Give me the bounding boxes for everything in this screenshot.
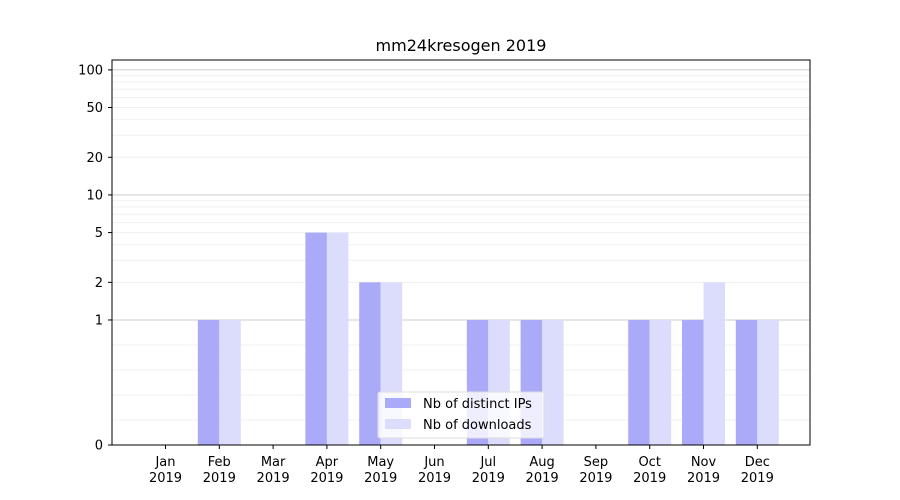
bar-downloads-9 <box>649 319 672 445</box>
y-tick-label: 1 <box>95 313 103 328</box>
legend-swatch-downloads <box>385 419 411 429</box>
chart-title: mm24kresogen 2019 <box>376 36 547 55</box>
bar-downloads-7 <box>542 319 564 445</box>
x-tick-label: Dec 2019 <box>741 455 774 486</box>
bar-distinct-ips-9 <box>628 319 650 445</box>
legend: Nb of distinct IPs Nb of downloads <box>377 391 545 439</box>
y-tick-label: 50 <box>86 101 103 116</box>
legend-label-distinct-ips: Nb of distinct IPs <box>423 397 532 412</box>
x-tick-label: Aug 2019 <box>526 455 559 486</box>
legend-label-downloads: Nb of downloads <box>423 418 532 433</box>
plot-frame <box>111 59 811 446</box>
x-tick-label: Apr 2019 <box>310 455 343 486</box>
x-tick-label: Jul 2019 <box>472 455 505 486</box>
x-tick-label: Oct 2019 <box>633 455 666 486</box>
bar-distinct-ips-3 <box>305 232 327 445</box>
x-tick-label: Mar 2019 <box>257 455 290 486</box>
y-tick-label: 10 <box>86 188 103 203</box>
bar-downloads-1 <box>219 319 241 445</box>
bar-distinct-ips-4 <box>359 282 381 445</box>
x-tick-label: Jan 2019 <box>149 455 182 486</box>
bar-downloads-11 <box>757 319 779 445</box>
bar-downloads-10 <box>703 282 725 445</box>
x-tick-label: May 2019 <box>364 455 397 486</box>
x-tick-label: Sep 2019 <box>579 455 612 486</box>
x-tick-label: Nov 2019 <box>687 455 720 486</box>
x-axis: Jan 2019 Feb 2019 Mar 2019 Apr 2019 May 2019 Jun 20… <box>149 445 774 486</box>
bar-distinct-ips-11 <box>735 319 758 445</box>
y-tick-label: 20 <box>86 151 103 166</box>
y-tick-label: 5 <box>95 226 103 241</box>
x-tick-label: Feb 2019 <box>203 455 236 486</box>
legend-swatch-distinct-ips <box>385 398 411 408</box>
y-tick-label: 2 <box>95 276 103 291</box>
bar-downloads-3 <box>326 232 349 445</box>
y-tick-label: 0 <box>95 439 103 454</box>
legend-frame <box>377 391 545 439</box>
x-tick-label: Jun 2019 <box>418 455 451 486</box>
bar-distinct-ips-1 <box>197 319 220 445</box>
y-axis: 0 1 2 5 10 20 50 100 <box>78 63 112 454</box>
y-tick-label: 100 <box>78 63 103 78</box>
bar-distinct-ips-10 <box>682 319 704 445</box>
